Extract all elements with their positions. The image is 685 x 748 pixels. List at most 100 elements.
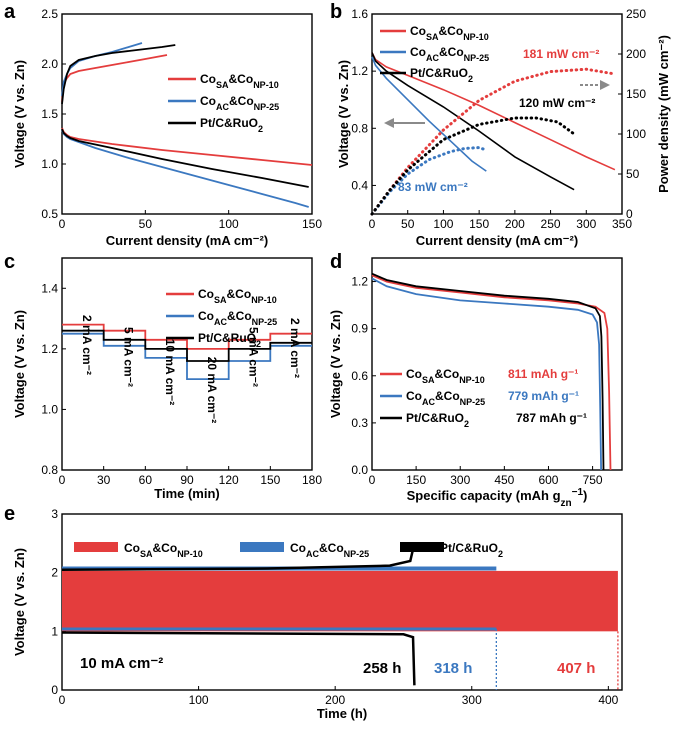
legend-entry-mid: &Co bbox=[229, 94, 254, 108]
y-tick-label: 0.4 bbox=[351, 178, 368, 192]
polarization-curve bbox=[371, 52, 616, 171]
legend-entry-base: Co bbox=[410, 24, 426, 38]
x-tick-label: 90 bbox=[180, 473, 194, 487]
legend-entry-sub2: NP-25 bbox=[254, 102, 280, 112]
legend-entry-base: Co bbox=[290, 541, 306, 555]
legend-entry-sub1: SA bbox=[426, 32, 439, 42]
x-tick-label: 100 bbox=[189, 693, 209, 707]
legend-entry-base: Co bbox=[124, 541, 140, 555]
series-line bbox=[61, 44, 176, 105]
legend-entry-sub2: NP-25 bbox=[252, 317, 278, 327]
left-axis-arrowhead bbox=[384, 118, 394, 128]
x-tick-label: 750 bbox=[583, 473, 603, 487]
legend-entry-base: Co bbox=[406, 389, 422, 403]
legend-entry: CoAC&CoNP-25 bbox=[200, 94, 279, 112]
specific-capacity-value: 787 mAh g⁻¹ bbox=[516, 411, 587, 425]
specific-capacity-value: 779 mAh g⁻¹ bbox=[508, 389, 579, 403]
legend-entry-sub2: NP-10 bbox=[251, 295, 277, 305]
x-tick-label: 100 bbox=[433, 217, 453, 231]
x-tick-label: 0 bbox=[369, 217, 376, 231]
legend-entry: CoSA&CoNP-10 bbox=[200, 72, 279, 90]
legend-entry-sub1: SA bbox=[140, 549, 153, 559]
legend-entry: CoSA&CoNP-10 bbox=[406, 367, 485, 385]
legend-entry-base: Co bbox=[198, 309, 214, 323]
series-line bbox=[371, 272, 605, 471]
polarization-curve bbox=[371, 56, 487, 172]
lifetime-label: 407 h bbox=[557, 660, 595, 677]
x-axis-label: Current density (mA cm⁻²) bbox=[106, 233, 268, 248]
legend-entry-sub2: NP-10 bbox=[463, 32, 489, 42]
series-line bbox=[62, 332, 312, 380]
x-tick-label: 0 bbox=[59, 217, 66, 231]
x-axis-label: Time (h) bbox=[317, 706, 367, 721]
x-tick-label: 150 bbox=[406, 473, 426, 487]
y-tick-label: 0.6 bbox=[351, 369, 368, 383]
plot-frame bbox=[61, 13, 313, 215]
x-tick-label: 0 bbox=[369, 473, 376, 487]
x-tick-label: 50 bbox=[401, 217, 415, 231]
legend-entry-sub1: SA bbox=[216, 80, 229, 90]
legend-entry-sub2: NP-25 bbox=[460, 397, 486, 407]
current-step-label: 2 mA cm⁻² bbox=[288, 318, 302, 378]
lifetime-label: 258 h bbox=[363, 660, 401, 677]
panel-label-e: e bbox=[4, 503, 15, 525]
legend-entry: CoAC&CoNP-25 bbox=[410, 45, 489, 63]
peak-power-annotation: 83 mW cm⁻² bbox=[398, 180, 468, 194]
x-axis-label-main: Specific capacity (mAh g bbox=[407, 488, 561, 503]
panel-label-b: b bbox=[330, 1, 342, 23]
legend-entry: Pt/C&RuO2 bbox=[200, 116, 263, 134]
x-axis-label-sub: zn bbox=[561, 498, 572, 509]
legend-entry: Pt/C&RuO2 bbox=[406, 411, 469, 429]
legend-entry: Pt/C&RuO2 bbox=[198, 331, 261, 349]
legend-entry-base: Pt/C&RuO bbox=[198, 331, 256, 345]
legend-entry-sub1: SA bbox=[422, 375, 435, 385]
plot-frame bbox=[371, 257, 623, 471]
y-tick-label: 1.2 bbox=[351, 275, 368, 289]
legend-entry-base: Pt/C&RuO bbox=[410, 66, 468, 80]
y-tick-label: 0.8 bbox=[41, 463, 58, 477]
panel-label-c: c bbox=[4, 251, 15, 273]
y-tick-label: 1.4 bbox=[41, 281, 58, 295]
legend-entry-sub1: AC bbox=[422, 397, 435, 407]
cycling-band-red bbox=[62, 570, 618, 632]
panel-e-chart: 0 100 200 300 400 0 1 2 3 Voltage (V vs. Zn) Time … bbox=[12, 507, 623, 721]
legend-entry: Pt/C&RuO2 bbox=[440, 541, 503, 559]
specific-capacity-value: 811 mAh g⁻¹ bbox=[508, 367, 578, 381]
series-line bbox=[62, 323, 312, 350]
y-tick-label: 0.3 bbox=[351, 416, 368, 430]
x-tick-label: 300 bbox=[450, 473, 470, 487]
panel-label-d: d bbox=[330, 251, 342, 273]
panel-label-a: a bbox=[4, 1, 16, 23]
y-tick-label: 1 bbox=[51, 624, 58, 638]
series-line bbox=[61, 128, 309, 188]
y-tick-label: 0 bbox=[51, 683, 58, 697]
polarization-curve bbox=[371, 52, 575, 191]
legend-entry-mid: &Co bbox=[227, 287, 252, 301]
legend-entry: CoSA&CoNP-10 bbox=[198, 287, 277, 305]
y2-tick-label: 250 bbox=[626, 7, 646, 21]
x-tick-label: 100 bbox=[219, 217, 239, 231]
current-step-label: 2 mA cm⁻² bbox=[80, 315, 94, 375]
legend-entry-sub1: 2 bbox=[498, 549, 503, 559]
legend-entry: CoSA&CoNP-10 bbox=[410, 24, 489, 42]
x-tick-label: 150 bbox=[469, 217, 489, 231]
current-step-label: 10 mA cm⁻² bbox=[163, 339, 177, 406]
power-density-curve bbox=[370, 116, 576, 216]
x-tick-label: 200 bbox=[505, 217, 525, 231]
cycling-band-black-upper bbox=[61, 548, 415, 571]
y-tick-label: 0.5 bbox=[41, 207, 58, 221]
legend-entry-sub1: AC bbox=[216, 102, 229, 112]
x-tick-label: 50 bbox=[139, 217, 153, 231]
legend-entry-sub1: 2 bbox=[258, 124, 263, 134]
legend-entry-mid: &Co bbox=[227, 309, 252, 323]
legend-entry-sub2: NP-10 bbox=[253, 80, 279, 90]
legend-entry-sub1: 2 bbox=[256, 339, 261, 349]
legend-entry-mid: &Co bbox=[439, 45, 464, 59]
legend-entry-base: Pt/C&RuO bbox=[200, 116, 258, 130]
y-axis-label: Voltage (V vs. Zn) bbox=[336, 60, 351, 168]
x-tick-label: 250 bbox=[541, 217, 561, 231]
legend-entry-mid: &Co bbox=[435, 367, 460, 381]
x-tick-label: 300 bbox=[576, 217, 596, 231]
cycling-band-black-lower bbox=[61, 631, 416, 686]
x-tick-label: 150 bbox=[260, 473, 280, 487]
